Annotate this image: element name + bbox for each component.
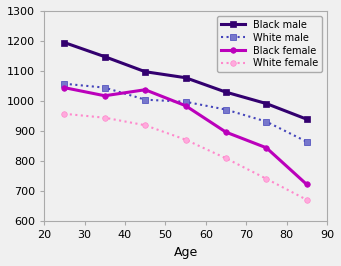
Line: Black female: Black female	[61, 85, 310, 187]
White female	[143, 124, 147, 127]
White female	[264, 177, 268, 180]
White male	[183, 100, 188, 103]
Black male	[143, 70, 147, 73]
Line: White male: White male	[61, 81, 310, 144]
White male	[264, 120, 268, 123]
White female	[103, 116, 107, 119]
Black female	[62, 86, 66, 89]
White male	[143, 98, 147, 101]
Line: White female: White female	[61, 111, 310, 203]
Black male	[103, 55, 107, 58]
White male	[103, 86, 107, 89]
Black female	[103, 94, 107, 97]
White male	[62, 82, 66, 85]
Black female	[224, 131, 228, 134]
Black male	[305, 118, 309, 121]
Black male	[183, 76, 188, 79]
White female	[183, 138, 188, 141]
Black female	[264, 146, 268, 149]
White male	[305, 140, 309, 143]
Black male	[224, 90, 228, 94]
White female	[224, 157, 228, 160]
Black female	[143, 88, 147, 91]
White female	[62, 112, 66, 115]
Black female	[305, 183, 309, 186]
X-axis label: Age: Age	[174, 246, 198, 259]
Black male	[264, 102, 268, 105]
White male	[224, 108, 228, 111]
Legend: Black male, White male, Black female, White female: Black male, White male, Black female, Wh…	[217, 16, 322, 72]
White female	[305, 198, 309, 201]
Black female	[183, 104, 188, 107]
Black male	[62, 41, 66, 44]
Line: Black male: Black male	[61, 40, 310, 122]
